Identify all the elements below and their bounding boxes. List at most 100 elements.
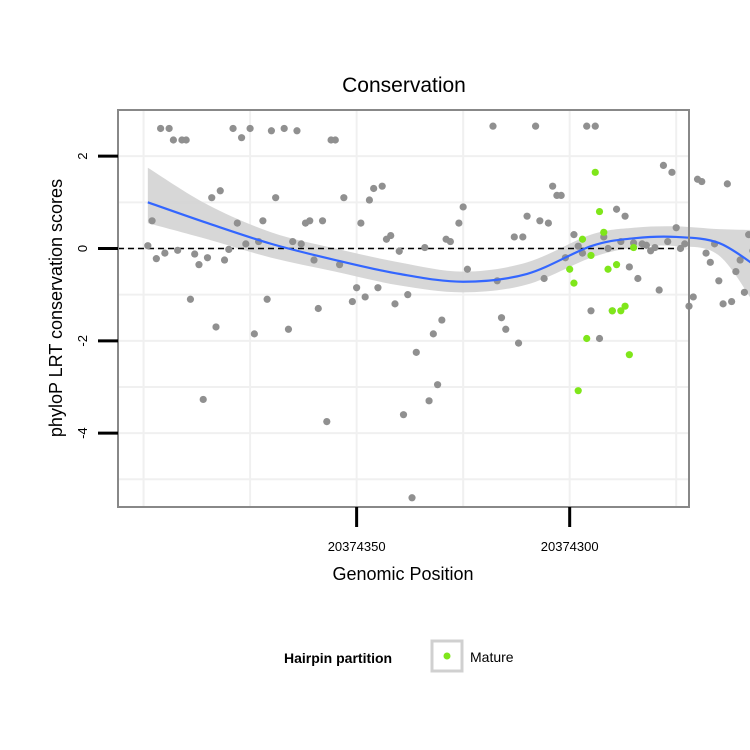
point-mature-6 bbox=[591, 168, 599, 176]
point-other-122 bbox=[715, 277, 723, 285]
point-other-11 bbox=[191, 250, 199, 258]
point-mature-15 bbox=[630, 243, 638, 252]
point-other-119 bbox=[702, 249, 710, 257]
point-other-38 bbox=[310, 256, 318, 264]
point-other-52 bbox=[374, 284, 382, 292]
point-mature-14 bbox=[625, 351, 633, 359]
point-mature-4 bbox=[583, 334, 591, 343]
point-other-123 bbox=[719, 300, 727, 308]
legend-label-mature: Mature bbox=[470, 649, 514, 665]
point-other-18 bbox=[220, 256, 229, 264]
point-mature-9 bbox=[604, 265, 612, 273]
point-other-56 bbox=[391, 300, 399, 308]
point-other-65 bbox=[433, 381, 442, 389]
point-other-37 bbox=[306, 217, 314, 225]
point-other-79 bbox=[523, 212, 531, 220]
point-other-41 bbox=[323, 417, 331, 426]
point-other-91 bbox=[583, 122, 591, 130]
point-other-83 bbox=[544, 219, 552, 227]
point-other-21 bbox=[233, 219, 241, 227]
point-other-64 bbox=[429, 330, 437, 338]
point-other-45 bbox=[340, 194, 348, 202]
point-other-17 bbox=[216, 187, 224, 195]
point-other-127 bbox=[736, 256, 744, 264]
point-other-76 bbox=[510, 233, 518, 241]
point-other-60 bbox=[408, 494, 416, 502]
point-other-39 bbox=[314, 304, 322, 313]
point-other-96 bbox=[604, 244, 612, 253]
point-other-109 bbox=[659, 161, 668, 169]
point-other-129 bbox=[745, 231, 750, 239]
point-other-29 bbox=[267, 127, 276, 135]
point-other-82 bbox=[540, 274, 548, 283]
y-axis: 2 0 -2 -4 bbox=[75, 153, 118, 439]
point-other-107 bbox=[651, 243, 659, 252]
point-mature-5 bbox=[587, 251, 595, 260]
point-other-5 bbox=[165, 124, 173, 133]
point-other-92 bbox=[587, 307, 595, 315]
point-other-86 bbox=[557, 191, 565, 200]
x-tick-label-0: 20374350 bbox=[328, 539, 386, 554]
legend-dot-mature bbox=[443, 652, 451, 660]
point-other-24 bbox=[246, 124, 254, 133]
point-mature-8 bbox=[600, 228, 608, 236]
chart-title: Conservation bbox=[342, 74, 466, 97]
smooth-confidence-band bbox=[147, 167, 750, 298]
panel-background bbox=[118, 110, 689, 507]
point-other-108 bbox=[655, 286, 663, 294]
point-other-16 bbox=[212, 323, 220, 331]
plot-area bbox=[117, 109, 750, 508]
point-other-124 bbox=[723, 180, 731, 188]
point-other-88 bbox=[570, 231, 578, 239]
point-mature-3 bbox=[578, 235, 587, 243]
point-other-49 bbox=[361, 293, 369, 301]
point-other-81 bbox=[536, 217, 544, 225]
point-other-75 bbox=[502, 325, 510, 333]
point-mature-10 bbox=[608, 307, 616, 315]
point-other-103 bbox=[634, 274, 642, 283]
point-other-2 bbox=[152, 255, 160, 263]
point-mature-0 bbox=[566, 265, 574, 273]
x-axis: 203743502037430020374250 bbox=[328, 507, 599, 554]
point-other-98 bbox=[612, 205, 621, 213]
point-other-30 bbox=[272, 194, 280, 202]
x-axis-label: Genomic Position bbox=[332, 564, 473, 584]
point-other-27 bbox=[259, 217, 267, 225]
point-other-33 bbox=[289, 237, 297, 246]
point-other-22 bbox=[237, 134, 246, 142]
point-other-55 bbox=[387, 231, 395, 240]
point-other-12 bbox=[195, 261, 203, 269]
point-other-14 bbox=[203, 254, 212, 262]
point-other-57 bbox=[395, 247, 403, 255]
point-other-78 bbox=[519, 233, 527, 241]
point-other-101 bbox=[625, 263, 633, 271]
point-other-63 bbox=[425, 397, 433, 405]
point-other-66 bbox=[438, 316, 446, 324]
point-other-111 bbox=[668, 168, 676, 176]
point-other-120 bbox=[706, 258, 714, 266]
point-other-112 bbox=[672, 224, 680, 232]
point-other-40 bbox=[318, 217, 327, 225]
point-other-23 bbox=[242, 240, 250, 248]
point-other-47 bbox=[353, 284, 361, 292]
panel-border bbox=[117, 109, 690, 508]
legend: Hairpin partition Mature bbox=[284, 639, 514, 673]
smooth-line bbox=[147, 201, 750, 283]
point-other-0 bbox=[144, 242, 152, 250]
point-other-53 bbox=[378, 182, 386, 190]
point-other-94 bbox=[595, 334, 604, 343]
x-tick-label-1: 20374300 bbox=[541, 539, 599, 554]
point-other-44 bbox=[335, 261, 344, 269]
y-axis-label: phyloP LRT conservation scores bbox=[46, 179, 66, 437]
point-other-15 bbox=[208, 194, 216, 202]
point-other-70 bbox=[459, 203, 467, 211]
point-other-116 bbox=[689, 293, 697, 301]
point-other-100 bbox=[621, 212, 629, 220]
point-other-114 bbox=[681, 240, 689, 248]
point-other-128 bbox=[740, 288, 748, 296]
point-other-48 bbox=[357, 219, 365, 227]
point-other-51 bbox=[370, 184, 378, 193]
point-other-71 bbox=[463, 265, 472, 273]
point-other-62 bbox=[421, 243, 429, 252]
